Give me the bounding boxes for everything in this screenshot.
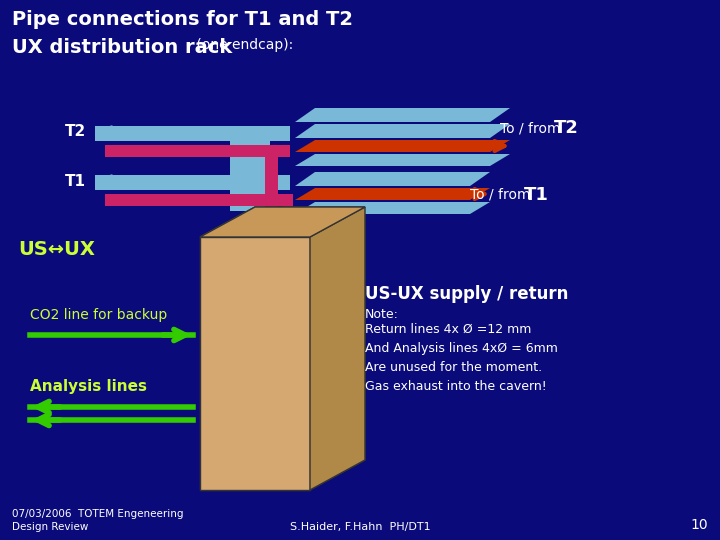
Polygon shape <box>295 154 510 166</box>
Bar <box>105 194 290 206</box>
Polygon shape <box>295 188 490 200</box>
Text: T2: T2 <box>65 125 86 139</box>
Polygon shape <box>200 207 365 237</box>
Text: 10: 10 <box>690 518 708 532</box>
Polygon shape <box>310 207 365 490</box>
Text: To / from: To / from <box>470 188 535 202</box>
Polygon shape <box>200 207 365 237</box>
Bar <box>265 145 278 237</box>
Text: US-UX supply / return: US-UX supply / return <box>365 285 568 303</box>
Polygon shape <box>295 124 510 138</box>
Polygon shape <box>295 202 490 214</box>
Text: T1: T1 <box>524 186 549 204</box>
Text: T2: T2 <box>554 119 579 137</box>
Polygon shape <box>310 207 365 490</box>
Text: Note:: Note: <box>365 308 399 321</box>
Bar <box>95 175 290 190</box>
Text: 07/03/2006  TOTEM Engeneering
Design Review: 07/03/2006 TOTEM Engeneering Design Revi… <box>12 509 184 532</box>
Bar <box>200 237 310 490</box>
Text: Return lines 4x Ø =12 mm
And Analysis lines 4xØ = 6mm
Are unused for the moment.: Return lines 4x Ø =12 mm And Analysis li… <box>365 323 558 393</box>
Text: To / from: To / from <box>500 121 565 135</box>
Polygon shape <box>295 108 510 122</box>
Polygon shape <box>295 172 490 186</box>
Bar <box>200 237 310 490</box>
Text: (one endcap):: (one endcap): <box>192 38 293 52</box>
Polygon shape <box>295 140 510 152</box>
Text: CO2 line for backup: CO2 line for backup <box>30 308 167 322</box>
Bar <box>95 126 290 141</box>
Text: T1: T1 <box>65 174 86 190</box>
Bar <box>282 194 293 237</box>
Text: Analysis lines: Analysis lines <box>30 379 147 394</box>
Bar <box>105 145 290 157</box>
Text: UX distribution rack: UX distribution rack <box>12 38 233 57</box>
Bar <box>230 126 270 211</box>
Text: Pipe connections for T1 and T2: Pipe connections for T1 and T2 <box>12 10 353 29</box>
Text: S.Haider, F.Hahn  PH/DT1: S.Haider, F.Hahn PH/DT1 <box>289 522 431 532</box>
Text: US↔UX: US↔UX <box>18 240 95 259</box>
Polygon shape <box>200 207 365 237</box>
